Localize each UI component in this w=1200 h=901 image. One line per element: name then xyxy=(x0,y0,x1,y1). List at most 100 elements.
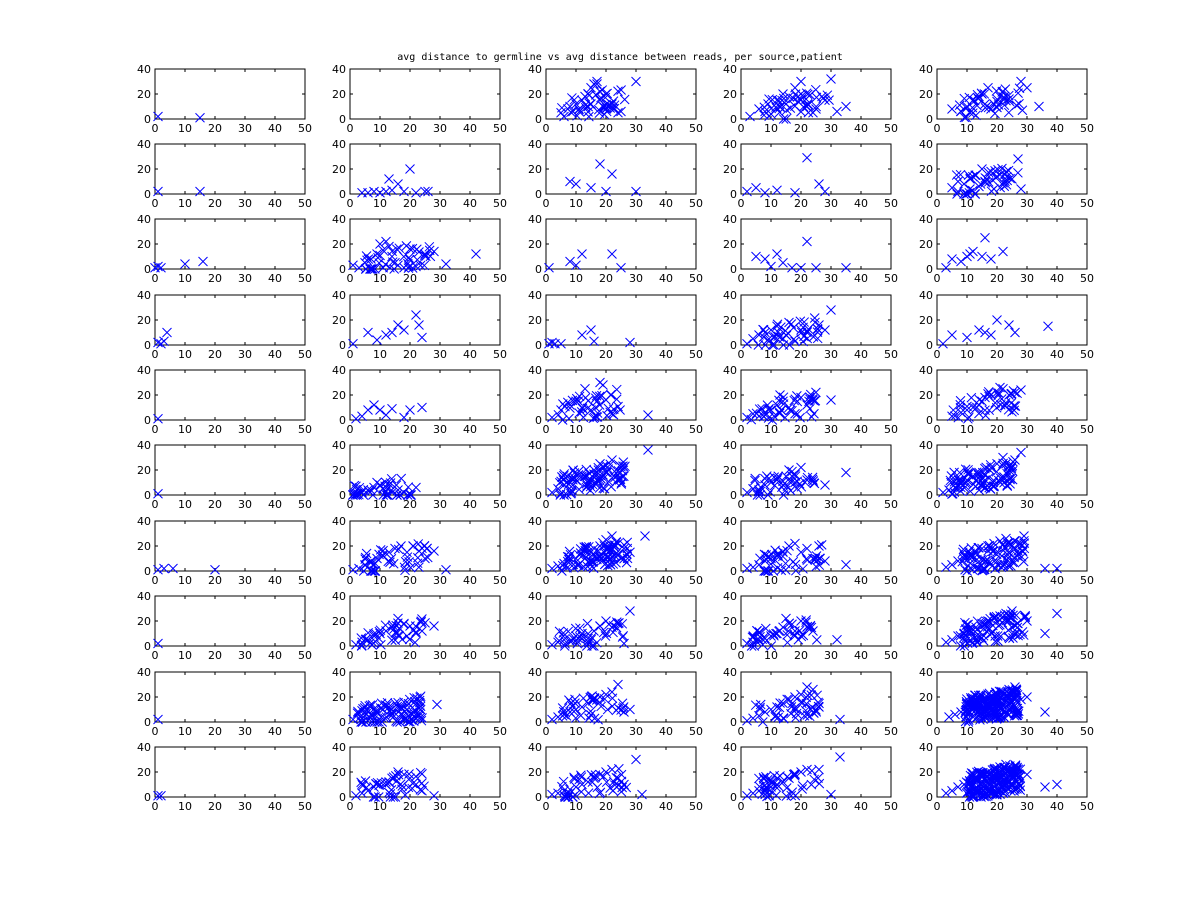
x-tick-label: 40 xyxy=(854,498,868,511)
data-point xyxy=(962,332,972,343)
data-point xyxy=(589,543,599,554)
density-point xyxy=(1004,771,1015,782)
data-point xyxy=(1001,533,1011,544)
data-point xyxy=(198,256,208,267)
density-point xyxy=(805,620,816,631)
data-point xyxy=(781,613,791,624)
density-point xyxy=(622,537,633,548)
x-tick-label: 40 xyxy=(463,725,477,738)
density-point xyxy=(775,322,786,333)
data-point xyxy=(784,317,794,328)
density-point xyxy=(778,93,789,104)
x-tick-label: 10 xyxy=(764,498,778,511)
density-point xyxy=(582,618,593,629)
y-tick-label: 40 xyxy=(723,741,737,754)
data-point xyxy=(625,606,635,616)
density-point xyxy=(414,703,424,714)
density-point xyxy=(613,86,623,97)
axes-box xyxy=(936,68,1088,120)
data-point xyxy=(977,164,987,174)
data-point xyxy=(802,152,812,163)
data-point xyxy=(1004,94,1014,104)
data-point xyxy=(417,402,427,413)
data-point xyxy=(586,325,596,335)
data-point xyxy=(366,254,376,264)
x-tick-label: 50 xyxy=(689,574,703,587)
data-point xyxy=(547,337,557,348)
density-point xyxy=(388,558,399,569)
data-point xyxy=(619,779,629,790)
y-tick-label: 0 xyxy=(535,716,542,729)
y-tick-label: 20 xyxy=(528,691,542,704)
x-tick-label: 30 xyxy=(824,725,838,738)
data-point xyxy=(159,336,169,347)
data-point xyxy=(568,106,578,117)
density-point xyxy=(415,691,426,702)
y-tick-label: 40 xyxy=(332,590,346,603)
x-tick-label: 50 xyxy=(493,197,507,210)
density-point xyxy=(790,790,801,801)
y-tick-label: 0 xyxy=(730,640,737,653)
data-point xyxy=(820,325,830,335)
x-tick-label: 10 xyxy=(178,197,192,210)
data-point xyxy=(390,543,400,554)
data-point xyxy=(962,704,972,715)
density-point xyxy=(973,93,984,104)
density-point xyxy=(611,772,622,783)
data-point xyxy=(808,553,818,564)
subplot-r0-c4: 0 10 20 30 40 50 0 20 40 xyxy=(919,63,1094,135)
data-point xyxy=(968,95,978,106)
data-point xyxy=(796,392,806,403)
y-tick-label: 20 xyxy=(137,88,151,101)
density-point xyxy=(563,792,574,802)
density-point xyxy=(590,402,601,413)
data-point xyxy=(441,564,451,575)
density-point xyxy=(404,557,414,567)
axes-box xyxy=(154,520,306,572)
x-tick-label: 30 xyxy=(433,725,447,738)
y-tick-label: 20 xyxy=(919,314,933,327)
data-point xyxy=(619,707,629,717)
y-tick-label: 40 xyxy=(919,138,933,151)
x-tick-label: 50 xyxy=(884,574,898,587)
data-point xyxy=(959,628,969,639)
y-tick-label: 40 xyxy=(332,63,346,76)
x-tick-label: 40 xyxy=(268,272,282,285)
density-point xyxy=(417,614,427,624)
x-tick-label: 0 xyxy=(738,649,745,662)
x-tick-label: 10 xyxy=(569,800,583,813)
data-point xyxy=(354,262,364,273)
density-point xyxy=(980,405,990,416)
x-tick-label: 0 xyxy=(738,197,745,210)
data-point xyxy=(381,330,391,340)
data-point xyxy=(372,335,382,345)
subplot-r6-c3: 0 10 20 30 40 50 0 20 40 xyxy=(723,515,898,587)
density-point xyxy=(773,471,784,482)
x-tick-label: 10 xyxy=(960,423,974,436)
x-tick-label: 0 xyxy=(738,725,745,738)
data-point xyxy=(1016,184,1026,194)
data-point xyxy=(363,634,373,645)
data-point xyxy=(760,187,770,198)
y-tick-label: 0 xyxy=(926,640,933,653)
subplot-r6-c1: 0 10 20 30 40 50 0 20 40 xyxy=(332,515,507,587)
data-point xyxy=(814,541,824,551)
x-tick-label: 20 xyxy=(794,348,808,361)
data-point xyxy=(1013,546,1023,556)
data-point xyxy=(977,251,987,262)
data-point xyxy=(986,104,996,114)
data-point xyxy=(992,315,1002,325)
data-point xyxy=(607,531,617,541)
x-tick-label: 0 xyxy=(152,272,159,285)
density-point xyxy=(1001,171,1012,182)
axes-box xyxy=(936,294,1088,346)
x-tick-label: 20 xyxy=(403,649,417,662)
data-point xyxy=(781,330,791,340)
x-tick-label: 0 xyxy=(543,574,550,587)
data-point xyxy=(571,553,581,564)
density-point xyxy=(957,556,968,567)
density-point xyxy=(1010,401,1021,411)
data-point xyxy=(965,107,975,118)
data-point xyxy=(613,538,623,549)
data-point xyxy=(571,260,581,271)
